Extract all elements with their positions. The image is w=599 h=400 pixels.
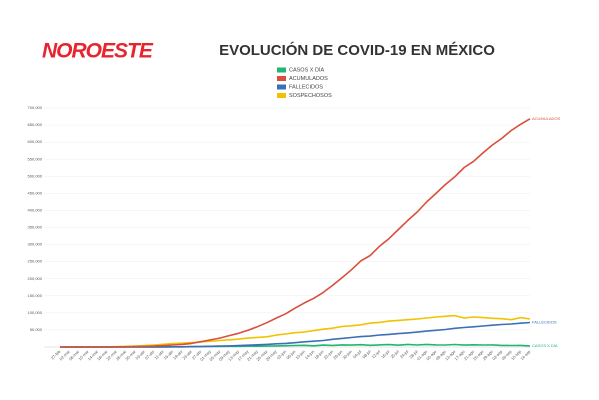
series-line [60,118,531,348]
end-label: ACUMULADOS [532,116,561,121]
legend-label: SOSPECHOSOS [289,93,332,99]
x-tick-label: 26-jun [332,349,343,360]
chart-title: EVOLUCIÓN DE COVID-19 EN MÉXICO [219,41,495,59]
y-tick-label: 250,000 [28,259,43,264]
y-tick-label: 600,000 [28,139,43,144]
x-tick-label: 30-jun [341,349,352,360]
legend-swatch [277,67,286,73]
x-tick-label: 06-jun [285,349,296,360]
end-label: CASOS X DÍA [532,343,558,348]
legend-swatch [277,76,286,81]
legend-label: CASOS X DÍA [289,66,324,73]
x-tick-label: 18-jun [313,349,324,360]
brand-logo: NOROESTE [42,40,154,63]
y-tick-label: 400,000 [28,207,43,212]
y-tick-label: 550,000 [28,156,43,161]
x-tick-label: 14-jun [304,349,315,360]
y-tick-label: 200,000 [28,276,43,281]
x-tick-label: 14-sep [519,348,532,361]
y-tick-label: 700,000 [28,105,43,110]
x-tick-label: 20-jul [389,349,400,360]
y-tick-label: 300,000 [28,242,43,247]
x-tick-label: 16-jul [380,349,391,360]
x-tick-label: 12-jul [371,349,382,360]
y-tick-label: 500,000 [28,173,43,178]
x-tick-label: 24-jul [399,349,410,360]
y-tick-label: 50,000 [30,327,43,332]
x-tick-label: 02-jun [276,349,287,360]
y-tick-label: 650,000 [28,122,43,127]
legend-label: FALLECIDOS [289,84,323,90]
series-line [60,321,531,348]
legend-swatch [277,84,286,90]
y-tick-label: 450,000 [28,190,43,195]
x-tick-label: 10-jun [294,349,305,360]
x-tick-label: 11-abr [153,348,165,360]
x-tick-label: 04-jul [352,349,363,360]
x-tick-label: 28-jul [408,349,419,360]
x-tick-label: 22-jun [323,349,334,360]
y-tick-label: 350,000 [28,225,43,230]
end-label: FALLECIDOS [532,320,557,325]
legend-label: ACUMULADOS [289,76,328,82]
y-tick-label: 150,000 [28,293,43,298]
legend-swatch [277,93,286,98]
y-tick-label: 100,000 [28,310,43,315]
x-tick-label: 08-jul [361,349,372,360]
